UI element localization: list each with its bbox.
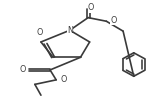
Text: O: O bbox=[61, 75, 67, 84]
Text: O: O bbox=[88, 3, 94, 12]
Text: O: O bbox=[36, 28, 43, 37]
Text: N: N bbox=[67, 26, 73, 35]
Text: O: O bbox=[111, 16, 117, 25]
Text: O: O bbox=[19, 65, 26, 74]
